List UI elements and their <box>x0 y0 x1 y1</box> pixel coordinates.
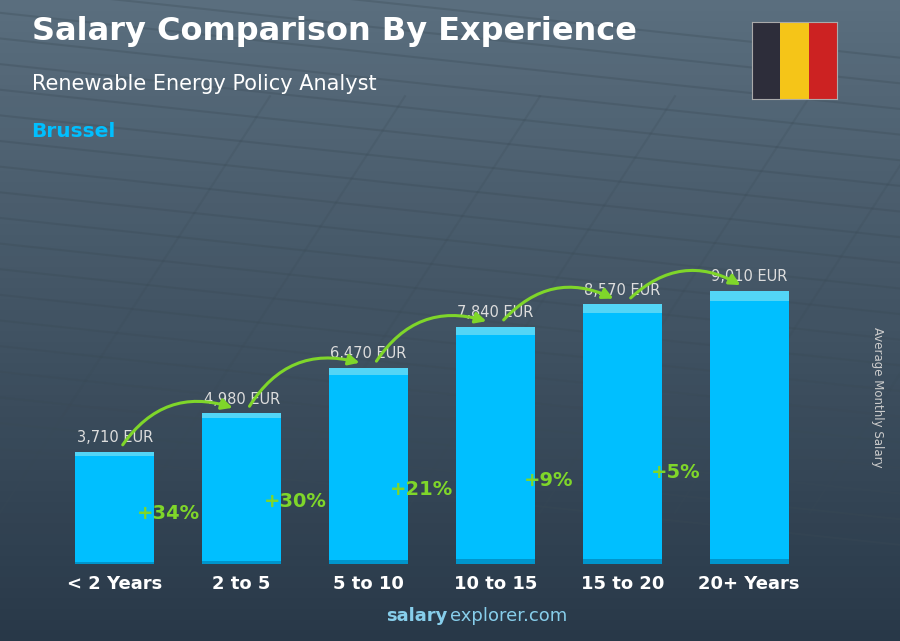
Bar <box>0 75 900 85</box>
Bar <box>456 326 535 564</box>
Bar <box>0 630 900 641</box>
Bar <box>710 558 788 564</box>
Bar <box>0 449 900 460</box>
Bar <box>0 385 900 395</box>
Bar <box>0 171 900 181</box>
Bar <box>0 524 900 534</box>
Bar <box>808 22 837 99</box>
Text: Salary Comparison By Experience: Salary Comparison By Experience <box>32 16 636 47</box>
Bar <box>583 304 662 313</box>
Bar <box>0 192 900 203</box>
Bar <box>0 96 900 107</box>
Bar <box>0 438 900 449</box>
Bar <box>0 43 900 53</box>
Bar <box>0 460 900 470</box>
Bar <box>0 0 900 11</box>
Bar <box>0 353 900 363</box>
Bar <box>0 481 900 492</box>
Bar <box>0 213 900 224</box>
Bar <box>0 620 900 630</box>
Bar <box>0 320 900 331</box>
Bar <box>0 85 900 96</box>
Bar <box>0 556 900 566</box>
Bar <box>583 304 662 564</box>
Bar <box>0 139 900 149</box>
Text: Brussel: Brussel <box>32 122 116 141</box>
Bar <box>0 64 900 75</box>
Bar <box>0 545 900 556</box>
Text: 6,470 EUR: 6,470 EUR <box>330 346 407 362</box>
Bar <box>752 22 780 99</box>
Bar <box>0 310 900 320</box>
Bar <box>456 326 535 335</box>
Bar <box>0 224 900 235</box>
Bar <box>76 452 154 456</box>
Bar <box>0 107 900 117</box>
Bar <box>0 577 900 588</box>
Text: 7,840 EUR: 7,840 EUR <box>457 305 534 320</box>
Bar <box>0 331 900 342</box>
Bar <box>202 561 281 564</box>
Bar <box>0 181 900 192</box>
Text: explorer.com: explorer.com <box>450 607 567 625</box>
Text: salary: salary <box>386 607 447 625</box>
Bar <box>0 609 900 620</box>
Bar <box>0 32 900 43</box>
Bar <box>0 267 900 278</box>
Text: 8,570 EUR: 8,570 EUR <box>584 283 661 297</box>
Bar <box>76 452 154 564</box>
Bar <box>0 299 900 310</box>
Bar <box>76 562 154 564</box>
Bar <box>0 428 900 438</box>
Bar <box>456 560 535 564</box>
Bar <box>0 513 900 524</box>
Bar <box>0 588 900 598</box>
Bar <box>710 291 788 301</box>
Bar <box>329 368 408 564</box>
Text: +9%: +9% <box>524 471 573 490</box>
Bar <box>0 363 900 374</box>
Text: +21%: +21% <box>391 480 454 499</box>
Bar <box>0 417 900 428</box>
Bar <box>329 560 408 564</box>
Bar <box>0 278 900 288</box>
Text: 9,010 EUR: 9,010 EUR <box>711 269 788 285</box>
Text: +30%: +30% <box>264 492 327 511</box>
Bar <box>0 374 900 385</box>
Bar <box>0 246 900 256</box>
Bar <box>0 534 900 545</box>
Bar <box>0 11 900 21</box>
Bar <box>0 21 900 32</box>
Text: 4,980 EUR: 4,980 EUR <box>203 392 280 406</box>
Bar <box>0 566 900 577</box>
Bar <box>0 117 900 128</box>
Bar <box>0 492 900 502</box>
Bar <box>0 406 900 417</box>
Bar <box>0 502 900 513</box>
Text: +5%: +5% <box>651 463 700 482</box>
Bar <box>0 395 900 406</box>
Bar <box>0 256 900 267</box>
Bar <box>0 203 900 213</box>
Bar <box>202 413 281 564</box>
Bar <box>0 288 900 299</box>
Text: Renewable Energy Policy Analyst: Renewable Energy Policy Analyst <box>32 74 376 94</box>
Bar <box>0 470 900 481</box>
Bar <box>780 22 808 99</box>
Text: 3,710 EUR: 3,710 EUR <box>76 430 153 445</box>
Bar <box>0 342 900 353</box>
Bar <box>329 368 408 375</box>
Text: +34%: +34% <box>137 504 200 523</box>
Bar <box>0 235 900 246</box>
Text: Average Monthly Salary: Average Monthly Salary <box>871 327 884 468</box>
Bar <box>0 128 900 139</box>
Bar <box>0 160 900 171</box>
Bar <box>583 559 662 564</box>
Bar <box>202 413 281 419</box>
Bar <box>0 149 900 160</box>
Bar <box>0 598 900 609</box>
Bar <box>710 291 788 564</box>
Bar <box>0 53 900 64</box>
